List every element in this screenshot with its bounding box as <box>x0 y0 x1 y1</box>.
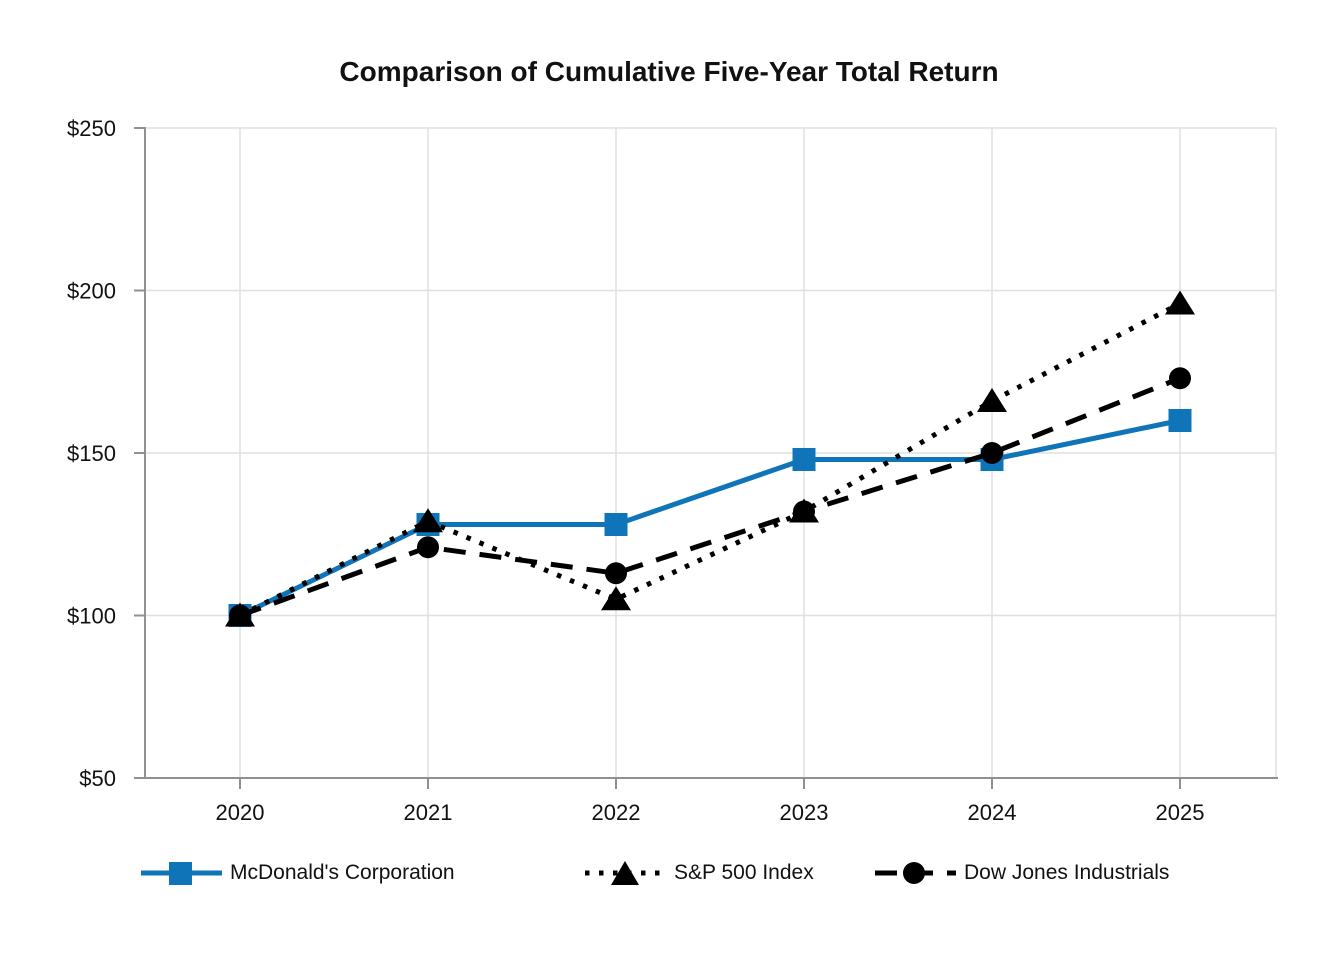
marker-triangle-s-p-500-index <box>977 388 1007 412</box>
series-line-s-p-500-index <box>238 301 1182 618</box>
marker-circle-dow-jones-industrials <box>1169 367 1191 390</box>
legend-item-mcdonalds-corporation: McDonald's Corporation <box>141 857 455 889</box>
marker-triangle-s-p-500-index <box>413 508 443 533</box>
x-tick-label: 2021 <box>404 800 453 825</box>
marker-square-mcdonald-s-corporation <box>792 448 816 471</box>
legend-label-mcdonalds-corporation: McDonald's Corporation <box>230 861 455 884</box>
y-tick-label: $150 <box>67 441 116 466</box>
marker-triangle-s-p-500-index <box>1165 290 1195 315</box>
series-line-mcdonald-s-corporation <box>238 418 1181 618</box>
y-tick-label: $250 <box>67 116 116 141</box>
marker-circle-dow-jones-industrials <box>605 562 627 585</box>
marker-square-mcdonald-s-corporation <box>1168 409 1192 432</box>
legend-label-sp-500-index: S&P 500 Index <box>674 861 814 884</box>
x-tick-label: 2020 <box>216 800 265 825</box>
y-tick-label: $100 <box>67 604 116 629</box>
dotted-line-triangle-marker-icon <box>585 861 666 885</box>
marker-circle-dow-jones-industrials <box>793 500 815 523</box>
x-tick-label: 2025 <box>1156 800 1205 825</box>
legend: McDonald's Corporation S&P 500 Index Dow… <box>0 857 1338 889</box>
marker-circle-dow-jones-industrials <box>981 442 1003 464</box>
legend-label-dow-jones-industrials: Dow Jones Industrials <box>964 861 1170 884</box>
y-tick-label: $200 <box>67 279 116 304</box>
legend-item-dow-jones-industrials: Dow Jones Industrials <box>875 857 1169 889</box>
marker-triangle-s-p-500-index <box>601 586 631 611</box>
chart-title: Comparison of Cumulative Five-Year Total… <box>339 56 999 87</box>
dashed-line-circle-marker-icon <box>875 862 956 884</box>
series-line-dow-jones-industrials <box>239 375 1181 618</box>
y-tick-label: $50 <box>79 766 116 791</box>
legend-item-sp-500-index: S&P 500 Index <box>585 857 814 889</box>
solid-line-square-marker-icon <box>141 862 222 885</box>
x-tick-label: 2023 <box>780 800 829 825</box>
marker-circle-dow-jones-industrials <box>417 536 439 559</box>
marker-circle-dow-jones-industrials <box>229 604 251 627</box>
x-tick-label: 2022 <box>592 800 641 825</box>
x-tick-label: 2024 <box>968 800 1017 825</box>
marker-square-mcdonald-s-corporation <box>604 513 628 536</box>
